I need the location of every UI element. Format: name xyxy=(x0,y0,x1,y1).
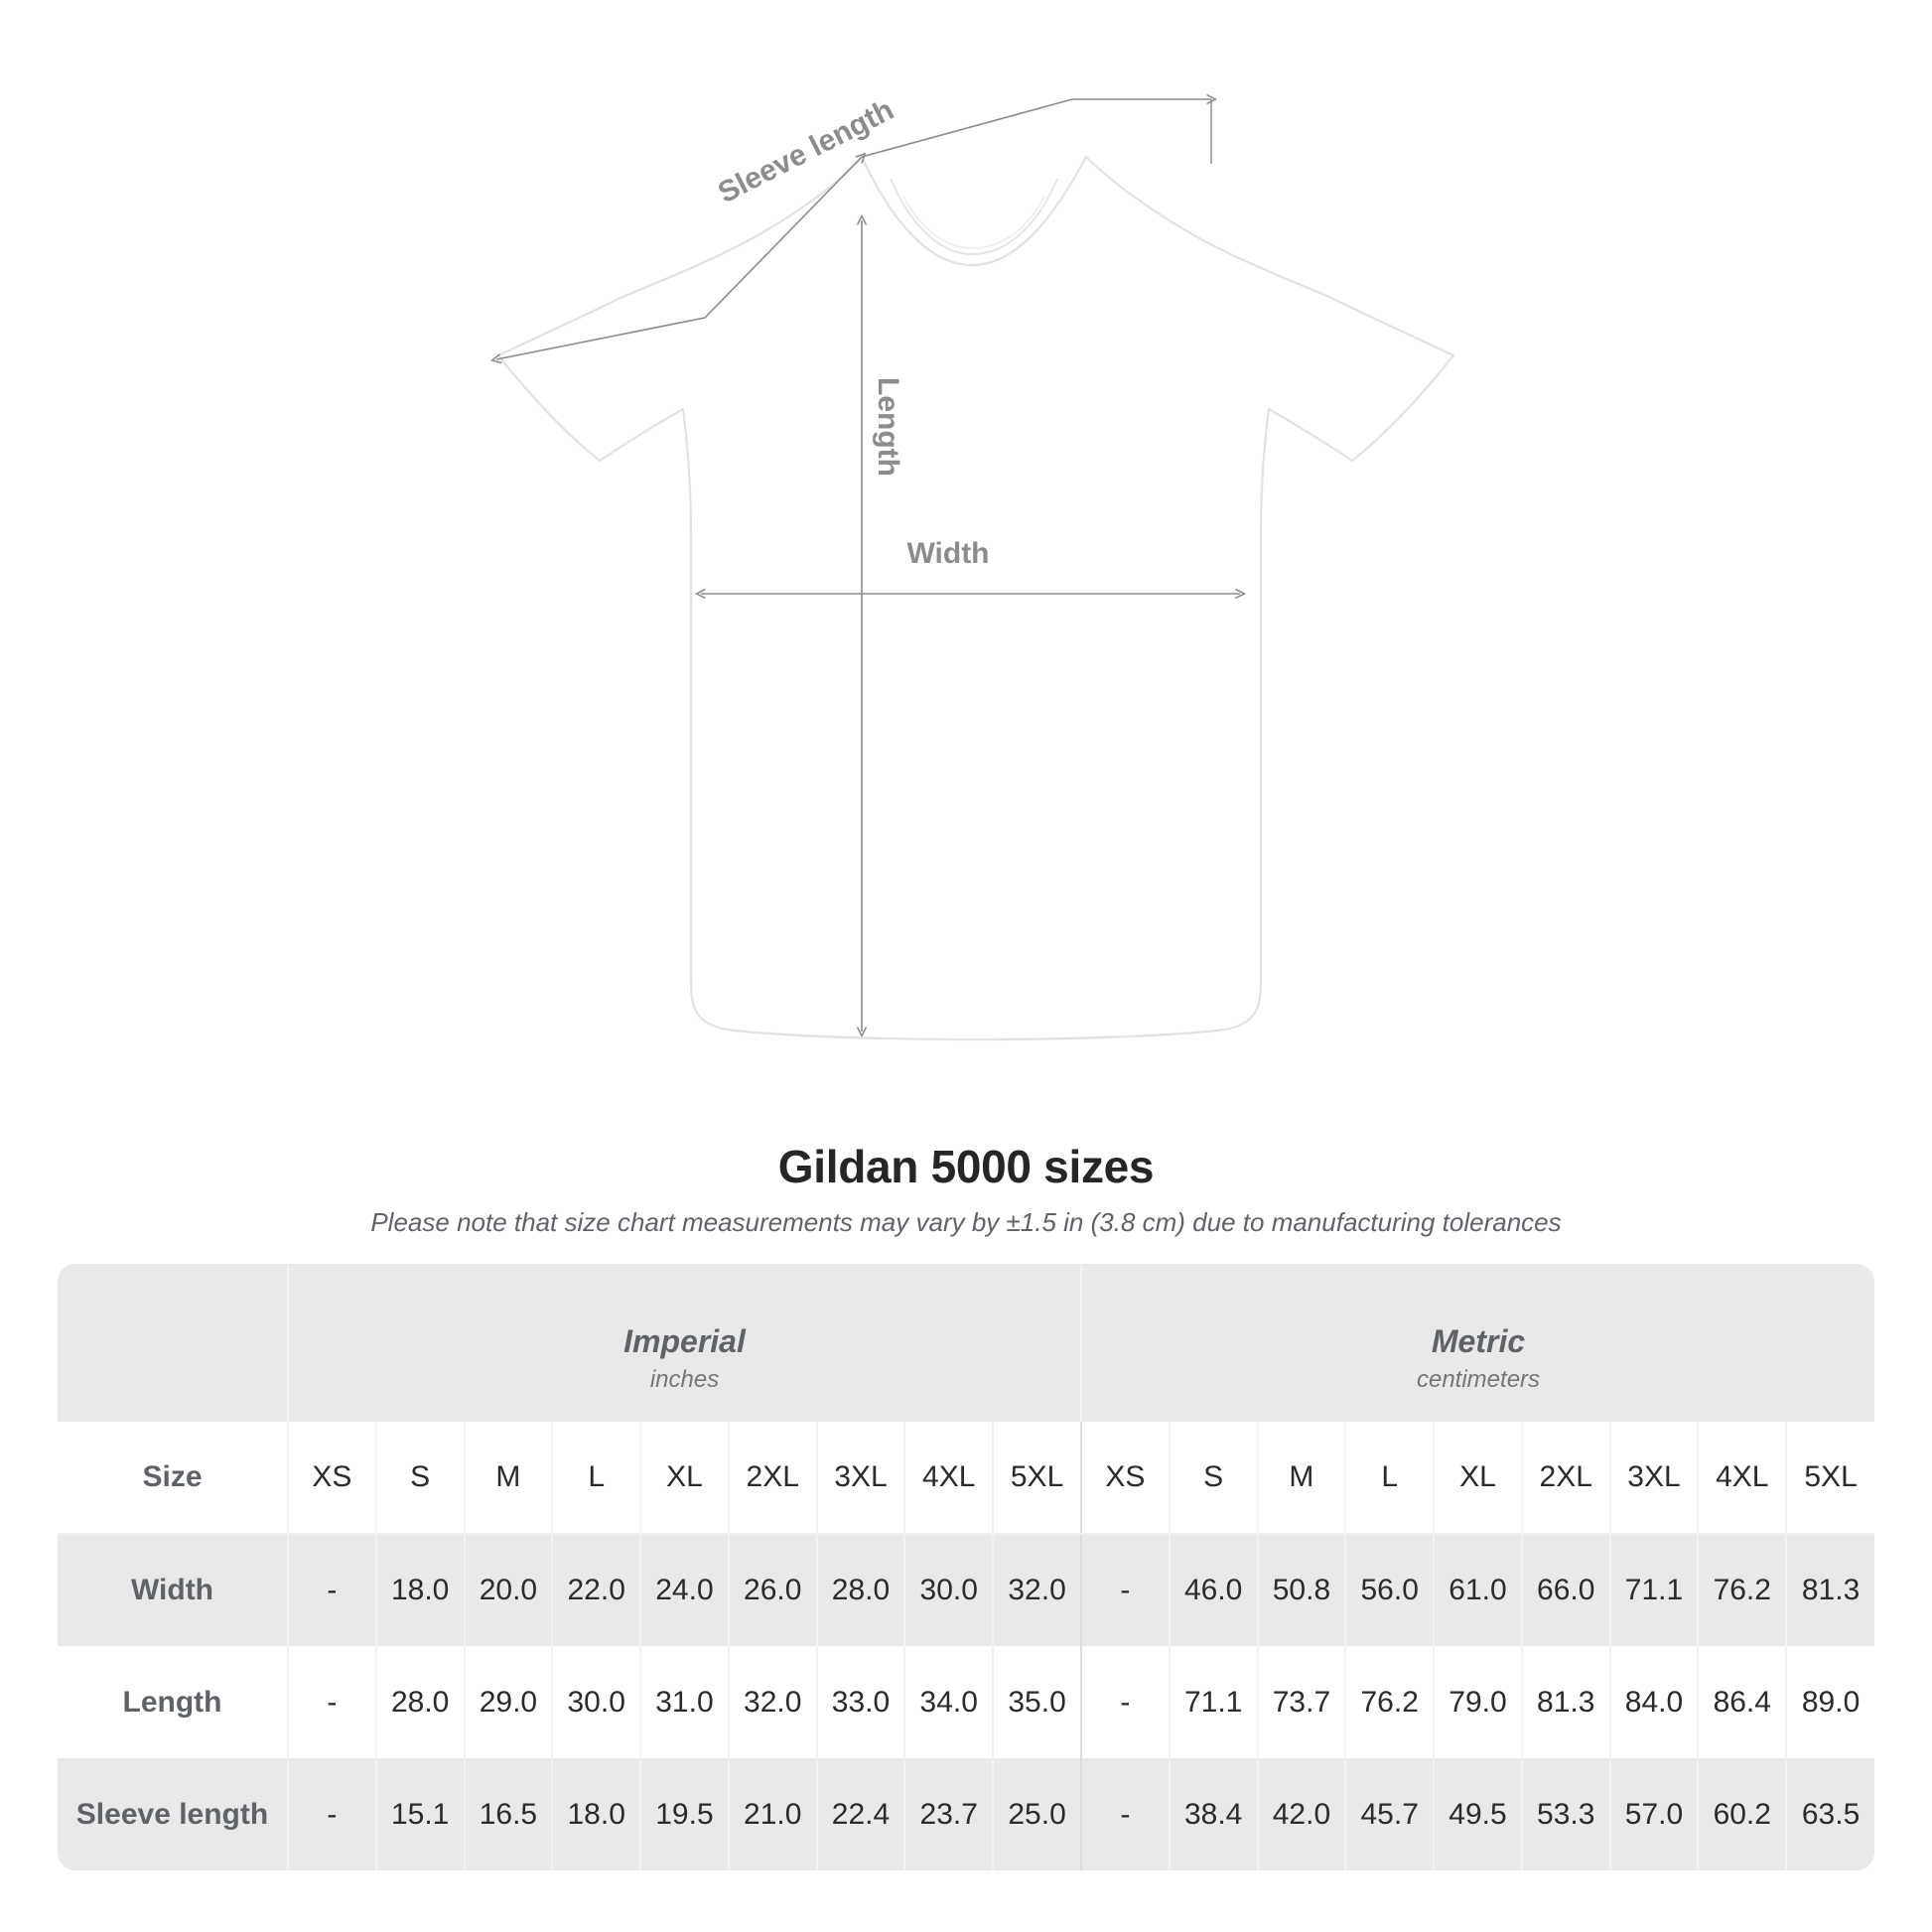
svg-text:Width: Width xyxy=(906,537,989,570)
svg-text:Length: Length xyxy=(872,377,904,477)
